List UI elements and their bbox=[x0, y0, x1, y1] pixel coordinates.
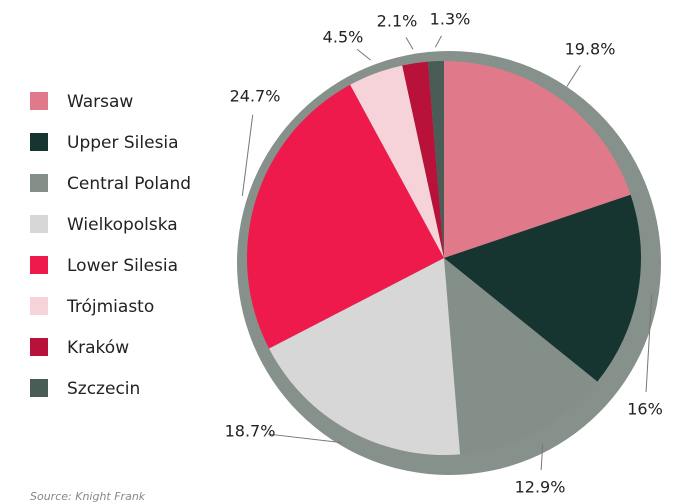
slice bbox=[444, 61, 631, 258]
slices bbox=[246, 61, 641, 455]
legend-label: Trójmiasto bbox=[66, 297, 154, 317]
slice bbox=[444, 194, 641, 382]
legend-label: Wielkopolska bbox=[67, 215, 178, 235]
leader-line bbox=[645, 294, 653, 393]
slice bbox=[269, 258, 461, 455]
slice bbox=[246, 84, 444, 349]
legend-label: Upper Silesia bbox=[67, 133, 179, 153]
leader-line bbox=[241, 114, 254, 197]
slice bbox=[350, 65, 444, 258]
slice bbox=[402, 61, 444, 258]
leader-line bbox=[356, 48, 371, 61]
leader-line bbox=[540, 444, 544, 471]
data-label: 12.9% bbox=[515, 478, 566, 497]
legend-label: Kraków bbox=[67, 338, 129, 358]
legend-swatch bbox=[30, 92, 48, 110]
legend-swatch bbox=[30, 174, 48, 192]
legend-swatch bbox=[30, 256, 48, 274]
data-label: 16% bbox=[627, 400, 663, 419]
slice bbox=[427, 61, 444, 258]
slice bbox=[444, 258, 598, 455]
legend-swatch bbox=[30, 338, 48, 356]
legend-label: Lower Silesia bbox=[67, 256, 178, 276]
legend-label: Szczecin bbox=[67, 379, 140, 399]
data-label: 1.3% bbox=[430, 10, 471, 29]
data-label: 2.1% bbox=[377, 12, 418, 31]
data-label: 18.7% bbox=[225, 422, 276, 441]
leader-line bbox=[434, 35, 442, 48]
source: Source: Knight Frank bbox=[30, 490, 146, 502]
legend-label: Warsaw bbox=[67, 92, 133, 112]
data-label: 19.8% bbox=[565, 40, 616, 59]
leader-line bbox=[405, 37, 414, 50]
legend-swatch bbox=[30, 379, 48, 397]
leader-line bbox=[267, 433, 342, 444]
legend-swatch bbox=[30, 297, 48, 315]
legend-swatch bbox=[30, 133, 48, 151]
data-label: 4.5% bbox=[323, 28, 364, 47]
legend-swatch bbox=[30, 215, 48, 233]
leader-line bbox=[566, 64, 581, 87]
legend-label: Central Poland bbox=[67, 174, 191, 194]
data-label: 24.7% bbox=[230, 87, 281, 106]
